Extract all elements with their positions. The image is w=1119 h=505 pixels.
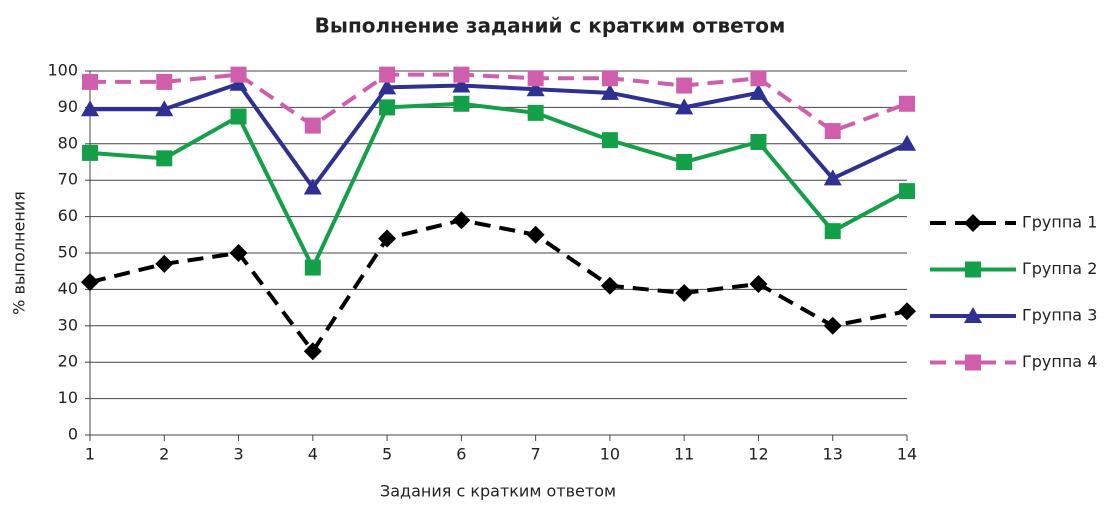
legend-label: Группа 2 (1022, 259, 1097, 278)
series-line (90, 81, 908, 191)
marker (676, 77, 693, 94)
marker (378, 229, 397, 248)
marker (749, 274, 768, 293)
marker (379, 99, 396, 116)
series-line (90, 72, 908, 134)
x-tick-label: 13 (823, 445, 843, 464)
marker (156, 150, 173, 167)
marker (750, 70, 767, 87)
marker (452, 211, 471, 230)
marker (527, 70, 544, 87)
legend-marker (964, 214, 982, 232)
legend-label: Группа 3 (1022, 306, 1097, 325)
x-tick-label: 2 (159, 445, 169, 464)
marker (452, 76, 471, 93)
y-tick-label: 40 (58, 279, 78, 298)
legend-marker (964, 307, 982, 323)
y-tick-label: 50 (58, 243, 78, 262)
y-tick-label: 10 (58, 388, 78, 407)
marker (303, 342, 322, 361)
x-tick-label: 12 (748, 445, 768, 464)
marker (378, 78, 397, 95)
marker (229, 74, 248, 91)
y-tick-label: 70 (58, 170, 78, 189)
y-tick-label: 100 (47, 61, 78, 80)
x-tick-label: 1 (85, 445, 95, 464)
x-tick-label: 7 (531, 445, 541, 464)
marker (750, 133, 767, 150)
y-tick-label: 80 (58, 133, 78, 152)
marker (526, 225, 545, 244)
marker (675, 98, 694, 115)
marker (304, 259, 321, 276)
marker (898, 134, 916, 151)
marker (601, 132, 618, 149)
x-tick-label: 10 (600, 445, 620, 464)
marker (155, 100, 174, 117)
legend-marker (965, 261, 981, 278)
marker (229, 244, 248, 262)
marker (304, 117, 321, 134)
y-tick-label: 0 (68, 425, 78, 444)
x-tick-label: 14 (897, 445, 917, 464)
marker (82, 144, 98, 161)
marker (81, 100, 99, 117)
marker (898, 302, 916, 321)
marker (527, 104, 544, 121)
marker (600, 276, 619, 295)
y-tick-label: 90 (58, 97, 78, 116)
marker (823, 169, 842, 186)
marker (453, 66, 470, 83)
legend-label: Группа 4 (1022, 352, 1097, 371)
series-line (89, 101, 908, 273)
marker (81, 273, 99, 292)
series-line (89, 218, 908, 355)
marker (823, 316, 842, 335)
marker (600, 83, 619, 100)
marker (155, 254, 174, 273)
x-axis-title: Задания с кратким ответом (380, 482, 616, 501)
y-tick-label: 30 (58, 315, 78, 334)
x-tick-label: 11 (674, 445, 694, 464)
marker (675, 284, 694, 303)
marker (230, 66, 247, 83)
marker (303, 178, 322, 195)
legend-label: Группа 1 (1022, 213, 1097, 232)
marker (749, 83, 768, 100)
marker (601, 70, 618, 87)
marker (824, 223, 841, 240)
y-axis-title: % выполнения (10, 191, 29, 315)
legend-marker (965, 354, 981, 371)
marker (899, 183, 915, 200)
marker (526, 80, 545, 97)
marker (82, 73, 98, 90)
x-tick-label: 6 (456, 445, 466, 464)
marker (453, 95, 470, 112)
marker (824, 123, 841, 140)
y-tick-label: 60 (58, 206, 78, 225)
chart-title: Выполнение заданий с кратким ответом (315, 14, 786, 38)
y-tick-label: 20 (58, 352, 78, 371)
marker (230, 108, 247, 125)
x-tick-label: 3 (233, 445, 243, 464)
marker (899, 95, 915, 112)
marker (156, 73, 173, 90)
marker (379, 66, 396, 83)
x-tick-label: 5 (382, 445, 392, 464)
marker (676, 154, 693, 170)
x-tick-label: 4 (308, 445, 318, 464)
